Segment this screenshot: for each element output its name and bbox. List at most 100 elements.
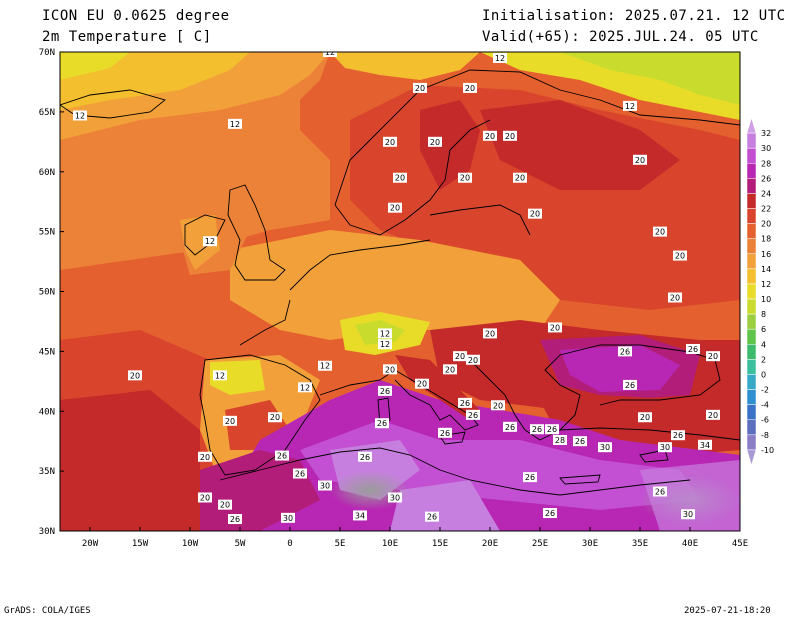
contour-label-box — [686, 343, 700, 354]
contour-label-text: 26 — [460, 399, 470, 408]
contour-label-box — [463, 82, 477, 93]
contour-label-text: 30 — [320, 481, 330, 490]
contour-label-text: 12 — [230, 120, 240, 129]
contour-label: 20 — [218, 499, 232, 510]
contour-label: 20 — [413, 82, 427, 93]
cantabria-cool-zone — [210, 360, 265, 395]
contour-label-box — [383, 364, 397, 375]
contour-label-box — [523, 472, 537, 483]
colorbar-label: -6 — [761, 416, 769, 425]
sicily-coast — [439, 431, 466, 445]
contour-label: 20 — [383, 136, 397, 147]
colorbar-segment — [746, 283, 757, 300]
contour-label: 26 — [543, 508, 557, 519]
contour-label-box — [706, 351, 720, 362]
contour-label-box — [213, 370, 227, 381]
contour-label-text: 20 — [505, 132, 515, 141]
contour-label-text: 20 — [225, 417, 235, 426]
contour-label: 34 — [698, 439, 712, 450]
contour-label-box — [653, 226, 667, 237]
contour-label-box — [318, 360, 332, 371]
longitude-axis: 20W 15W 10W 5W 0 5E 10E 15E 20E 25E 30E 35E 40E 45E — [82, 527, 748, 549]
contour-label-text: 20 — [708, 352, 718, 361]
contour-label-box — [415, 378, 429, 389]
contour-label-box — [268, 412, 282, 423]
contour-label: 30 — [598, 442, 612, 453]
contour-label-box — [638, 412, 652, 423]
contour-label-box — [198, 492, 212, 503]
contour-label: 12 — [493, 52, 507, 63]
contour-label-box — [573, 436, 587, 447]
contour-label-box — [318, 480, 332, 491]
contour-label-box — [673, 250, 687, 261]
contour-label-box — [275, 450, 289, 461]
colorbar-label: 8 — [761, 310, 766, 319]
contour-label-box — [228, 118, 242, 129]
contour-label: 20 — [706, 409, 720, 420]
colorbar-segment — [746, 298, 757, 315]
contour-label-text: 12 — [215, 371, 225, 380]
contour-label: 26 — [653, 486, 667, 497]
contour-label-text: 30 — [390, 493, 400, 502]
footer-timestamp: 2025-07-21-18:20 — [684, 606, 771, 616]
contour-label-text: 26 — [230, 515, 240, 524]
lon-label: 15W — [132, 539, 149, 549]
contour-label-text: 26 — [380, 387, 390, 396]
contour-label: 26 — [293, 468, 307, 479]
contour-label-box — [223, 415, 237, 426]
contour-label-text: 34 — [700, 441, 710, 450]
contour-label-text: 12 — [205, 237, 215, 246]
contour-label: 20 — [393, 172, 407, 183]
contour-label-text: 20 — [200, 493, 210, 502]
colorbar-segment — [746, 313, 757, 330]
colorbar-label: 16 — [761, 250, 771, 259]
colorbar-segment — [746, 268, 757, 285]
contour-label: 30 — [681, 509, 695, 520]
lat-label: 65N — [39, 108, 55, 118]
contour-label-box — [483, 130, 497, 141]
contour-label: 26 — [530, 424, 544, 435]
contour-label: 26 — [378, 385, 392, 396]
contour-label-box — [203, 236, 217, 247]
contour-label-box — [528, 208, 542, 219]
contour-label: 20 — [528, 208, 542, 219]
contour-label: 20 — [463, 82, 477, 93]
colorbar-label: 22 — [761, 205, 771, 214]
contour-label: 26 — [358, 451, 372, 462]
contour-label: 26 — [686, 343, 700, 354]
contour-label-text: 26 — [295, 470, 305, 479]
contour-label-text: 20 — [417, 380, 427, 389]
contour-label: 20 — [388, 202, 402, 213]
lon-label: 10E — [382, 539, 398, 549]
contour-label-text: 26 — [575, 437, 585, 446]
contour-label-text: 26 — [655, 487, 665, 496]
contour-label-text: 26 — [688, 345, 698, 354]
middle-east-zone — [640, 460, 740, 531]
contour-label-box — [503, 421, 517, 432]
colorbar-label: 20 — [761, 220, 771, 229]
colorbar-segment — [746, 328, 757, 345]
contour-label: 20 — [128, 370, 142, 381]
contour-label-text: 20 — [270, 413, 280, 422]
variable-title: 2m Temperature [ C] — [42, 29, 212, 45]
contour-label-text: 12 — [320, 362, 330, 371]
coastlines — [60, 69, 740, 496]
france-west-coast — [239, 299, 291, 346]
contour-label-box — [598, 442, 612, 453]
barents-cold-zone — [560, 52, 740, 105]
colorbar-bottom-arrow — [746, 449, 757, 466]
contour-label: 26 — [623, 379, 637, 390]
lon-label: 25E — [532, 539, 548, 549]
contour-label-box — [73, 110, 87, 121]
contour-label-text: 30 — [683, 510, 693, 519]
contour-label-box — [353, 510, 367, 521]
colorbar-label: 10 — [761, 295, 771, 304]
contour-label: 12 — [73, 110, 87, 121]
colorbar-segment — [746, 253, 757, 270]
lat-label: 35N — [39, 467, 55, 477]
anatolia-south-coast — [559, 427, 740, 441]
lat-label: 60N — [39, 168, 55, 178]
contour-label-text: 26 — [625, 381, 635, 390]
contour-label-text: 20 — [485, 329, 495, 338]
